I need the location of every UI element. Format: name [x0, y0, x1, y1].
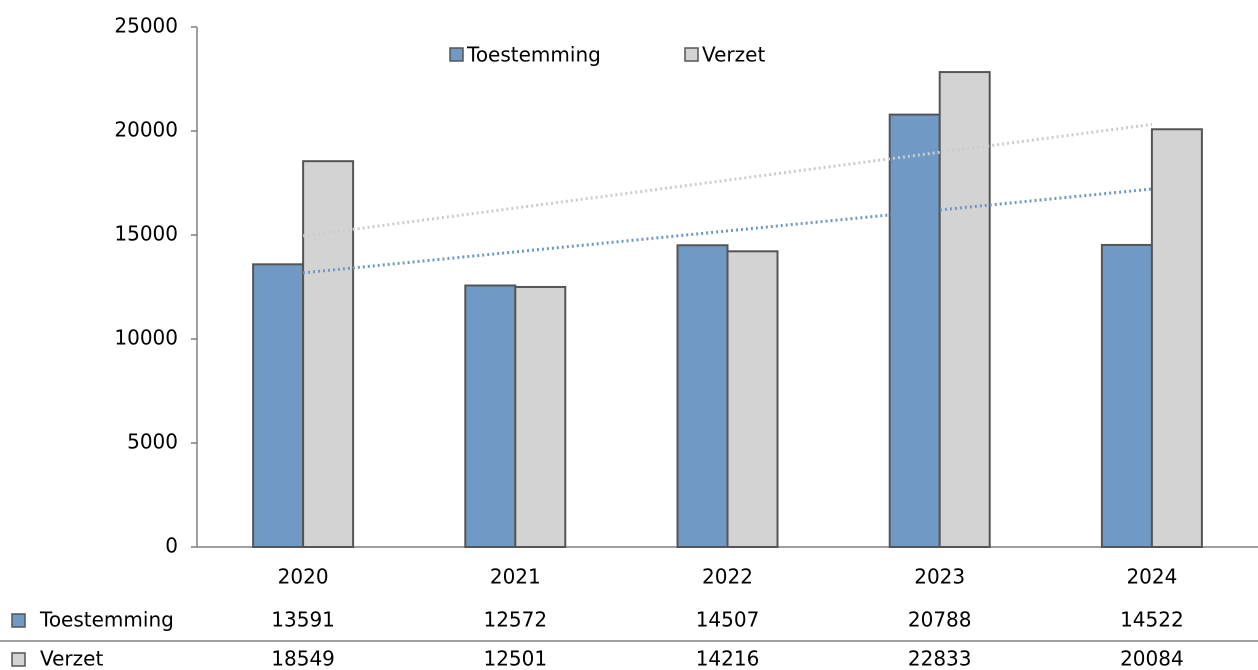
bar [938, 71, 991, 548]
table-swatch [11, 652, 26, 667]
trendline [302, 122, 1153, 238]
table-value: 13591 [271, 608, 335, 632]
legend-swatch [684, 47, 699, 62]
x-tick-label: 2022 [702, 565, 753, 589]
table-value: 14216 [696, 647, 760, 670]
legend-swatch [449, 47, 464, 62]
bar [1150, 128, 1203, 548]
table-row-label: Toestemming [39, 608, 174, 632]
x-tick-label: 2020 [278, 565, 329, 589]
y-tick-label: 0 [165, 534, 178, 558]
trendline [302, 187, 1153, 275]
y-tick-label: 5000 [127, 430, 178, 454]
bar [302, 160, 355, 549]
table-swatch [11, 613, 26, 628]
bar [888, 113, 941, 549]
table-value: 20084 [1120, 647, 1184, 670]
x-tick-label: 2021 [490, 565, 541, 589]
y-tick-label: 15000 [114, 222, 178, 246]
table-value: 22833 [908, 647, 972, 670]
x-tick-label: 2024 [1126, 565, 1177, 589]
bar [676, 244, 729, 548]
bar [464, 284, 517, 548]
table-value: 14507 [696, 608, 760, 632]
bar [1100, 243, 1153, 548]
legend-label: Toestemming [466, 43, 601, 67]
legend-label: Verzet [702, 43, 765, 67]
y-tick-label: 20000 [114, 118, 178, 142]
y-tick-label: 25000 [114, 14, 178, 38]
table-row-label: Verzet [40, 647, 103, 670]
table-value: 20788 [908, 608, 972, 632]
table-value: 12501 [483, 647, 547, 670]
table-value: 12572 [483, 608, 547, 632]
table-value: 18549 [271, 647, 335, 670]
y-tick-label: 10000 [114, 326, 178, 350]
bar [726, 250, 779, 549]
x-tick-label: 2023 [914, 565, 965, 589]
bar [252, 263, 305, 548]
bar [514, 285, 567, 548]
table-value: 14522 [1120, 608, 1184, 632]
